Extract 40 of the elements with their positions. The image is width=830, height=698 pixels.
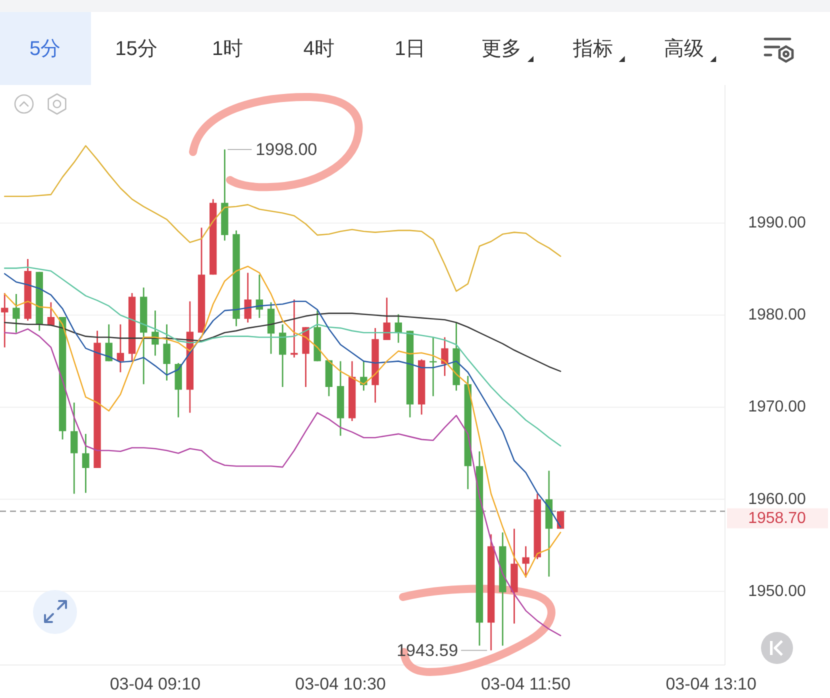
candlestick bbox=[1, 292, 8, 348]
candlestick bbox=[383, 296, 390, 341]
candlestick bbox=[163, 324, 170, 382]
annotation: 1998.00 bbox=[256, 140, 318, 159]
text: 指标 bbox=[572, 38, 613, 60]
candlestick bbox=[244, 272, 252, 324]
ref-line-label: 1958.70 bbox=[748, 510, 806, 527]
text: 15分 bbox=[115, 38, 158, 60]
text: 5分 bbox=[29, 38, 61, 60]
text: 4时 bbox=[303, 38, 334, 60]
y-tick-label: 1960.00 bbox=[748, 490, 806, 508]
candlestick bbox=[12, 293, 20, 334]
candlestick bbox=[522, 546, 530, 578]
annotation: 1943.59 bbox=[396, 640, 458, 660]
candlestick bbox=[279, 324, 286, 388]
y-tick-label: 1970.00 bbox=[748, 398, 806, 416]
line-series bbox=[4, 312, 562, 372]
text: 1时 bbox=[212, 38, 244, 60]
text: 更多 bbox=[482, 38, 522, 60]
candlestick bbox=[82, 433, 90, 494]
y-tick-label: 1980.00 bbox=[748, 306, 806, 324]
candlestick bbox=[430, 336, 437, 397]
x-tick-label: 03-04 10:30 bbox=[295, 674, 386, 694]
candlestick bbox=[70, 402, 78, 494]
candlestick bbox=[441, 336, 448, 377]
candlestick bbox=[116, 324, 124, 373]
line-series bbox=[4, 266, 562, 578]
y-tick-label: 1950.00 bbox=[748, 582, 806, 600]
line-series bbox=[4, 145, 562, 292]
x-tick-label: 03-04 09:10 bbox=[110, 674, 201, 694]
candlestick bbox=[47, 302, 55, 326]
candlestick bbox=[394, 314, 402, 344]
line-series bbox=[4, 273, 562, 528]
x-tick-label: 03-04 11:50 bbox=[481, 674, 571, 694]
x-tick-label: 03-04 13:10 bbox=[666, 674, 756, 694]
line-series bbox=[4, 328, 562, 636]
line-series bbox=[4, 266, 562, 447]
text: 高级 bbox=[664, 37, 704, 60]
text: 1日 bbox=[394, 38, 426, 60]
y-tick-label: 1990.00 bbox=[748, 214, 806, 232]
